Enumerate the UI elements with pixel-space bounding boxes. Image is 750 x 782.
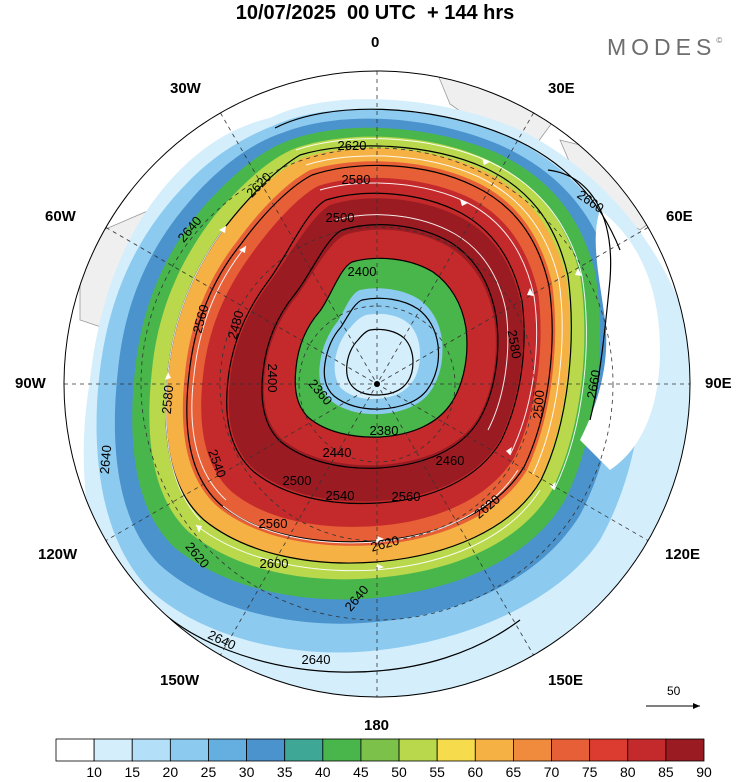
copyright-mark: © (716, 36, 723, 45)
contour-label: 2440 (323, 445, 352, 460)
contour-label: 2600 (260, 556, 289, 571)
colorbar-tick-label: 25 (200, 764, 217, 780)
colorbar-tick-label: 15 (124, 764, 141, 780)
colorbar-swatch (551, 738, 591, 762)
north-pole-marker (374, 381, 380, 387)
map-title: 10/07/2025 00 UTC + 144 hrs (235, 2, 515, 24)
map-boundary (63, 70, 691, 698)
contour-label: 2540 (326, 488, 355, 503)
wind-speed-fill (83, 99, 690, 697)
meridian-label-120e: 120E (665, 546, 701, 563)
meridian-label-150w: 150W (160, 672, 200, 689)
streamlines (165, 138, 587, 572)
contour-label: 2380 (370, 423, 399, 438)
meridian-label-90e: 90E (705, 375, 732, 392)
colorbar-swatch (474, 738, 514, 762)
height-contours (149, 108, 621, 673)
modes-logo: MODES© (607, 34, 722, 61)
colorbar-swatch (131, 738, 171, 762)
contour-label: 2400 (265, 364, 280, 393)
colorbar-tick-label: 60 (467, 764, 484, 780)
colorbar-swatch (589, 738, 629, 762)
reference-vector: 50 (645, 684, 705, 714)
meridian-label-180: 180 (364, 717, 390, 734)
contour-label: 2580 (505, 329, 525, 360)
colorbar-swatch (246, 738, 286, 762)
colorbar-tick-label: 55 (429, 764, 445, 780)
colorbar-swatch (284, 738, 324, 762)
meridian-label-150e: 150E (548, 672, 584, 689)
contour-label: 2460 (436, 453, 465, 468)
colorbar-tick-label: 30 (238, 764, 255, 780)
colorbar-tick-label: 80 (619, 764, 636, 780)
contour-label: 2500 (326, 210, 355, 225)
colorbar-swatch (93, 738, 133, 762)
contour-label: 2480 (225, 309, 247, 341)
contour-label: 2620 (369, 533, 401, 555)
contour-label: 2560 (259, 516, 288, 531)
contour-label: 2640 (302, 652, 331, 667)
meridian-label-120w: 120W (38, 546, 78, 563)
colorbar-tick-label: 90 (696, 764, 712, 780)
contour-label: 2660 (584, 369, 604, 400)
colorbar-swatch (55, 738, 95, 762)
reference-vector-label: 50 (667, 684, 681, 698)
colorbar-swatch (322, 738, 362, 762)
colorbar-tick-label: 10 (86, 764, 102, 780)
colorbar-swatch (436, 738, 476, 762)
meridian-label-60e: 60E (666, 208, 693, 225)
contour-label: 2620 (338, 138, 367, 153)
contour-label: 2560 (190, 303, 212, 335)
contour-label: 2580 (342, 172, 371, 187)
colorbar-swatch (208, 738, 247, 762)
colorbar-tick-label: 35 (276, 764, 293, 780)
colorbar-labels: 10 15 20 25 30 35 40 45 50 55 60 65 70 75 80 85 90 (55, 764, 711, 782)
stream-arrowheads (165, 158, 582, 570)
contour-label: 2500 (283, 473, 312, 488)
contour-label: 2500 (530, 390, 547, 420)
brand-text: MODES (607, 34, 717, 60)
meridian-label-30w: 30W (170, 80, 201, 97)
meridian-label-90w: 90W (15, 375, 46, 392)
colorbar-swatch (360, 738, 400, 762)
colorbar-swatch (169, 738, 209, 762)
colorbar-tick-label: 85 (658, 764, 674, 780)
colorbar-swatch (513, 738, 552, 762)
colorbar-tick-label: 40 (315, 764, 331, 780)
meridian-label-30e: 30E (548, 80, 575, 97)
reference-vector-arrow (646, 703, 700, 709)
contour-label: 2560 (392, 489, 421, 504)
colorbar-tick-label: 70 (543, 764, 560, 780)
contour-label: 2640 (97, 445, 114, 475)
colorbar-tick-label: 20 (162, 764, 179, 780)
map-content (64, 71, 690, 697)
colorbar-tick-label: 75 (581, 764, 598, 780)
meridian-label-0: 0 (371, 34, 380, 51)
colorbar-swatch (627, 738, 667, 762)
colorbar (55, 738, 705, 762)
colorbar-swatch (665, 738, 705, 762)
contour-label: 2580 (159, 385, 176, 415)
colorbar-tick-label: 45 (353, 764, 369, 780)
meridian-label-60w: 60W (45, 208, 76, 225)
colorbar-tick-label: 65 (505, 764, 522, 780)
contour-label: 2400 (348, 264, 377, 279)
colorbar-tick-label: 50 (391, 764, 407, 780)
colorbar-swatch (398, 738, 438, 762)
